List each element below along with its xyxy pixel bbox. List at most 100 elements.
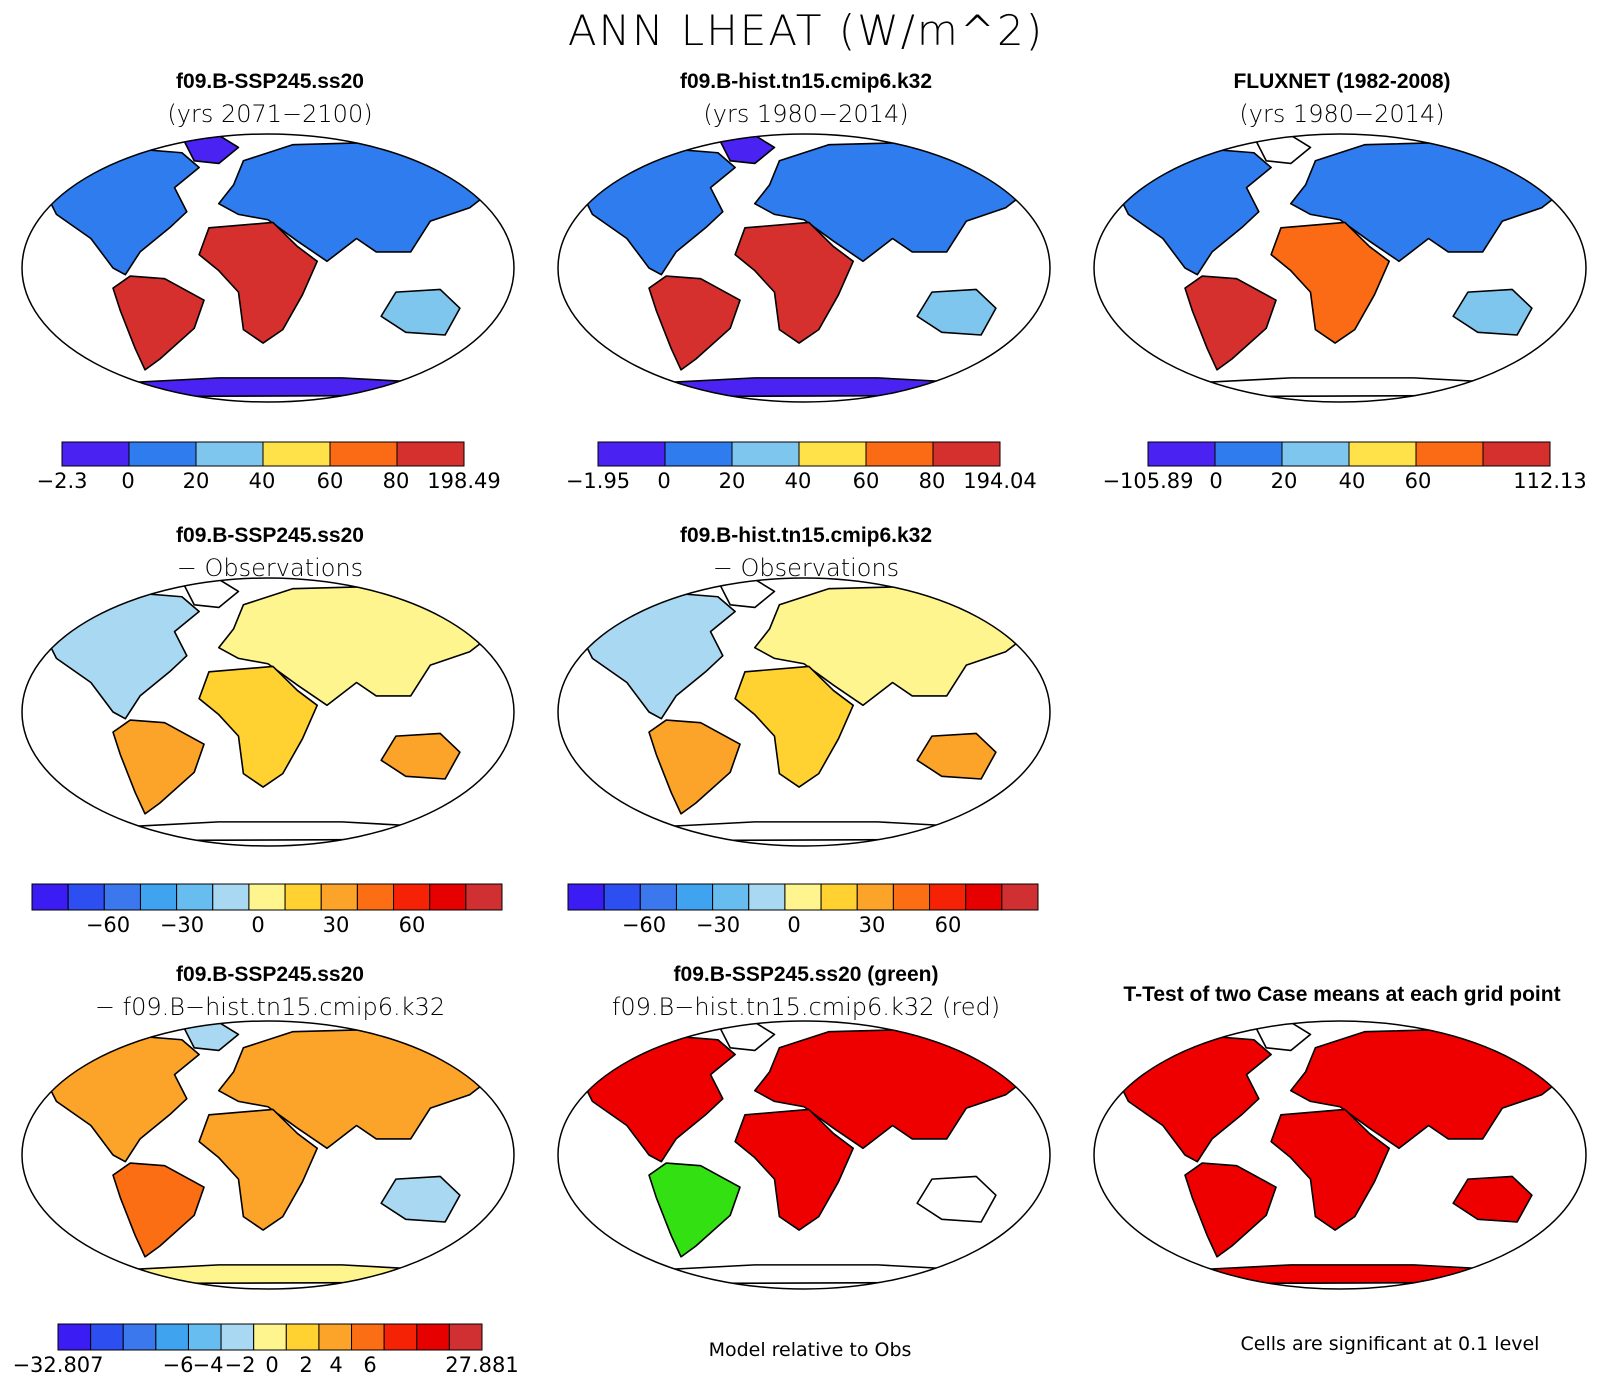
colorbar-tick-label: 0 — [251, 913, 264, 937]
map-p2 — [557, 133, 1051, 403]
land-africa — [198, 221, 319, 344]
colorbar-swatch — [892, 883, 931, 911]
colorbar-swatch — [262, 441, 331, 467]
panel-subtitle: (yrs 1980−2014) — [1239, 100, 1445, 128]
colorbar-swatch — [932, 441, 1001, 467]
colorbar-swatch — [61, 441, 130, 467]
land-southAmerica — [648, 719, 741, 815]
colorbar-tick-label: 30 — [859, 913, 886, 937]
colorbar-tick-label: 80 — [383, 469, 410, 493]
colorbar-p1: −2.3 0 20 40 60 80 198.49 — [37, 441, 501, 493]
map-frame — [21, 1020, 515, 1290]
colorbar-tick-label: −2.3 — [37, 469, 88, 493]
colorbar-tick-label: −6 — [163, 1353, 194, 1377]
colorbar-tick-label: −30 — [160, 913, 204, 937]
colorbar-tick-label: 40 — [1339, 469, 1366, 493]
colorbar-tick-label: 40 — [249, 469, 276, 493]
colorbar-swatch — [1482, 441, 1551, 467]
colorbar-tick-label: 198.49 — [427, 469, 500, 493]
land-antarctica — [95, 377, 461, 398]
colorbar-tick-label: 6 — [363, 1353, 376, 1377]
figure-title: ANN LHEAT (W/m^2) — [567, 6, 1045, 55]
colorbar-tick-label: 2 — [299, 1353, 312, 1377]
land-africa — [734, 665, 855, 788]
colorbar-swatch — [639, 883, 677, 911]
colorbar-swatch — [128, 441, 197, 467]
colorbar-tick-label: 60 — [935, 913, 962, 937]
land-southAmerica — [112, 275, 205, 371]
land-antarctica — [630, 821, 997, 842]
map-frame — [1093, 1020, 1587, 1290]
colorbar-swatch — [929, 883, 967, 911]
map-frame — [21, 133, 515, 403]
colorbar-tick-label: −30 — [696, 913, 740, 937]
land-southAmerica — [648, 1162, 741, 1258]
colorbar-swatch — [396, 441, 465, 467]
colorbar-swatch — [393, 883, 431, 911]
land-antarctica — [630, 1264, 997, 1285]
land-africa — [734, 221, 855, 344]
colorbar-swatch — [57, 1323, 92, 1351]
map-p8 — [1093, 1020, 1587, 1290]
colorbar-swatch — [187, 1323, 222, 1351]
land-southAmerica — [112, 719, 205, 815]
land-antarctica — [630, 377, 997, 398]
land-southAmerica — [648, 275, 741, 371]
colorbar-tick-label: 80 — [919, 469, 946, 493]
map-frame — [557, 133, 1051, 403]
colorbar-swatch — [448, 1323, 483, 1351]
map-frame — [557, 1020, 1051, 1290]
colorbar-swatch — [212, 883, 250, 911]
map-p7 — [557, 1020, 1051, 1290]
panel-title: f09.B-SSP245.ss20 — [176, 524, 364, 547]
colorbar-swatch — [356, 883, 395, 911]
colorbar-tick-label: −60 — [86, 913, 130, 937]
colorbar-swatch — [664, 441, 733, 467]
colorbar-tick-label: 112.13 — [1513, 469, 1586, 493]
colorbar-swatch — [1348, 441, 1417, 467]
land-australia — [916, 732, 997, 780]
colorbar-tick-label: −60 — [622, 913, 666, 937]
colorbar-tick-label: 20 — [183, 469, 210, 493]
colorbar-swatch — [90, 1323, 124, 1351]
land-southAmerica — [1184, 1162, 1277, 1258]
land-australia — [380, 288, 461, 336]
note-model-relative: Model relative to Obs — [708, 1339, 912, 1361]
colorbar-tick-label: 0 — [657, 469, 670, 493]
colorbar-tick-label: 0 — [121, 469, 134, 493]
colorbar-p3: −105.89 0 20 40 60 112.13 — [1102, 441, 1587, 493]
colorbar-swatch — [139, 883, 178, 911]
map-p1 — [21, 133, 515, 403]
colorbar-swatch — [675, 883, 714, 911]
land-antarctica — [1167, 377, 1533, 398]
colorbar-p4: −60 −30 0 30 60 — [31, 883, 503, 937]
colorbar-tick-label: −2 — [225, 1353, 256, 1377]
colorbar-swatch — [1281, 441, 1350, 467]
colorbar-swatch — [220, 1323, 255, 1351]
colorbar-swatch — [351, 1323, 385, 1351]
panel-title: f09.B-hist.tn15.cmip6.k32 — [679, 70, 933, 93]
colorbar-swatch — [1147, 441, 1216, 467]
colorbar-swatch — [176, 883, 214, 911]
colorbar-swatch — [429, 883, 467, 911]
colorbar-swatch — [103, 883, 141, 911]
colorbar-tick-label: 60 — [317, 469, 344, 493]
colorbar-tick-label: 0 — [1209, 469, 1222, 493]
map-p4 — [21, 577, 515, 847]
land-australia — [380, 1175, 461, 1223]
colorbar-swatch — [122, 1323, 157, 1351]
panel-subtitle: f09.B−hist.tn15.cmip6.k32 (red) — [611, 993, 1001, 1021]
colorbar-swatch — [1001, 883, 1039, 911]
map-frame — [557, 577, 1051, 847]
colorbar-swatch — [748, 883, 786, 911]
colorbar-swatch — [597, 441, 666, 467]
colorbar-tick-label: 20 — [1271, 469, 1298, 493]
land-southAmerica — [112, 1162, 205, 1258]
colorbar-tick-label: 30 — [323, 913, 350, 937]
colorbar-swatch — [248, 883, 286, 911]
land-africa — [1270, 1108, 1390, 1231]
colorbar-swatch — [965, 883, 1003, 911]
land-australia — [1452, 1175, 1533, 1223]
panel-title: f09.B-hist.tn15.cmip6.k32 — [679, 524, 933, 547]
colorbar-swatch — [195, 441, 264, 467]
